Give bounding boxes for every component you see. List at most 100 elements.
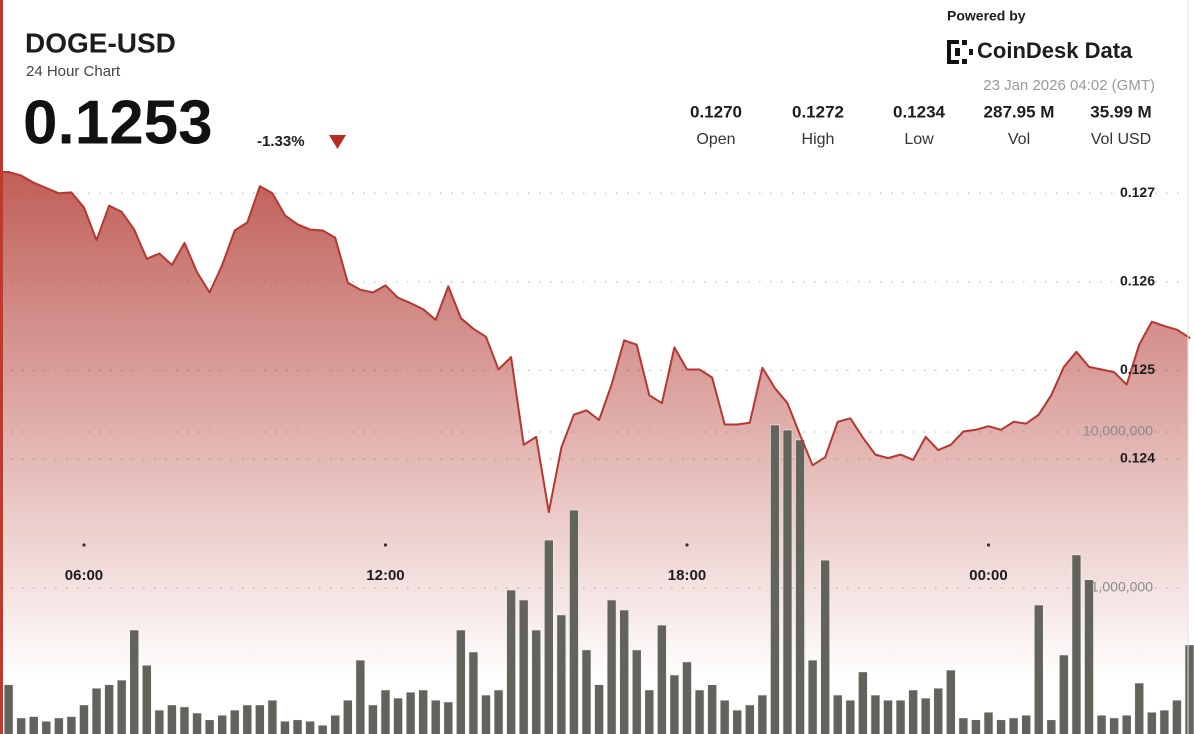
x-tick-label: 06:00 bbox=[65, 567, 103, 584]
volume-bar bbox=[908, 689, 918, 734]
volume-bar bbox=[946, 669, 956, 734]
timestamp: 23 Jan 2026 04:02 (GMT) bbox=[983, 77, 1155, 94]
volume-bar bbox=[1046, 719, 1057, 734]
volume-bar bbox=[292, 719, 303, 734]
volume-bar bbox=[883, 699, 893, 734]
y-tick-label: 0.124 bbox=[1120, 450, 1155, 466]
volume-bar bbox=[368, 704, 378, 734]
volume-bar bbox=[1184, 644, 1194, 734]
price: 0.1253 bbox=[23, 88, 213, 157]
stat-value: 0.1234 bbox=[893, 102, 946, 121]
volume-bar bbox=[267, 699, 278, 734]
volume-bar bbox=[707, 684, 717, 734]
volume-bar bbox=[54, 717, 64, 734]
volume-bar bbox=[217, 714, 227, 734]
volume-bar bbox=[757, 694, 768, 734]
volume-bar bbox=[1059, 654, 1069, 734]
volume-bar bbox=[1021, 714, 1031, 734]
volume-bar bbox=[179, 706, 190, 734]
volume-bar bbox=[669, 674, 680, 734]
volume-bar bbox=[280, 720, 290, 734]
volume-bar bbox=[795, 439, 805, 734]
volume-bar bbox=[556, 614, 567, 734]
volume-bar bbox=[933, 687, 944, 734]
y2-tick-label: 1,000,000 bbox=[1091, 579, 1153, 595]
symbol: DOGE-USD bbox=[25, 27, 176, 58]
volume-bar bbox=[581, 649, 592, 734]
volume-bar bbox=[958, 717, 969, 734]
volume-bar bbox=[204, 719, 215, 734]
volume-bar bbox=[1008, 717, 1019, 734]
volume-bar bbox=[971, 719, 981, 734]
volume-bar bbox=[1033, 604, 1044, 734]
volume-bar bbox=[430, 699, 441, 734]
volume-bar bbox=[1096, 714, 1107, 734]
volume-bar bbox=[594, 684, 604, 734]
volume-bar bbox=[1109, 717, 1119, 734]
volume-bar bbox=[745, 704, 755, 734]
volume-bar bbox=[456, 629, 466, 734]
volume-bar bbox=[820, 559, 830, 734]
volume-bar bbox=[418, 689, 428, 734]
volume-bar bbox=[79, 704, 89, 734]
volume-bar bbox=[506, 589, 516, 734]
volume-bar bbox=[732, 709, 743, 734]
volume-bar bbox=[443, 701, 454, 734]
volume-bar bbox=[644, 689, 655, 734]
volume-bar bbox=[330, 714, 341, 734]
volume-bar bbox=[154, 709, 165, 734]
brand-logo bbox=[947, 40, 973, 64]
volume-bar bbox=[996, 719, 1006, 734]
volume-bar bbox=[16, 717, 26, 734]
stat-label: High bbox=[802, 131, 835, 148]
volume-bar bbox=[342, 699, 353, 734]
volume-bar bbox=[832, 694, 843, 734]
volume-bar bbox=[129, 629, 140, 734]
volume-bar bbox=[91, 687, 102, 734]
stat-label: Vol bbox=[1008, 131, 1030, 148]
stat-label: Open bbox=[696, 131, 735, 148]
volume-bar bbox=[481, 694, 491, 734]
x-tick bbox=[383, 543, 388, 547]
volume-bar bbox=[1147, 711, 1157, 734]
volume-bar bbox=[518, 599, 529, 734]
x-tick bbox=[82, 543, 86, 547]
x-tick bbox=[685, 543, 689, 547]
volume-bar bbox=[242, 704, 253, 734]
volume-bar bbox=[28, 716, 39, 734]
volume-bar bbox=[1159, 709, 1170, 734]
plot: 06:00 12:00 18:00 00:00 0.124 0.125 0.126 0.127… bbox=[0, 171, 1194, 734]
volume-bar bbox=[920, 697, 931, 734]
volume-bar bbox=[845, 699, 856, 734]
volume-bar bbox=[255, 704, 265, 734]
volume-bar bbox=[1121, 714, 1132, 734]
volume-bar bbox=[531, 629, 542, 734]
volume-bar bbox=[719, 699, 730, 734]
volume-bar bbox=[192, 712, 202, 734]
stat-value: 0.1270 bbox=[690, 102, 742, 121]
volume-bar bbox=[104, 684, 114, 734]
stat-value: 0.1272 bbox=[792, 102, 844, 121]
volume-bar bbox=[116, 679, 127, 734]
volume-bar bbox=[631, 649, 642, 734]
stat-label: Vol USD bbox=[1091, 131, 1151, 148]
price-area bbox=[0, 172, 1190, 734]
x-tick-label: 12:00 bbox=[366, 567, 404, 584]
x-tick bbox=[986, 543, 991, 547]
x-tick-label: 00:00 bbox=[969, 567, 1007, 584]
volume-bar bbox=[393, 697, 403, 734]
volume-bar bbox=[606, 599, 617, 734]
volume-bar bbox=[1134, 682, 1145, 734]
volume-bar bbox=[619, 609, 629, 734]
brand: CoinDesk Data bbox=[977, 38, 1133, 63]
volume-bar bbox=[770, 424, 780, 734]
volume-bar bbox=[1071, 554, 1082, 734]
change: -1.33% bbox=[257, 133, 305, 150]
volume-bar bbox=[1172, 699, 1182, 734]
x-tick-label: 18:00 bbox=[668, 567, 706, 584]
volume-bar bbox=[41, 720, 52, 734]
subtitle: 24 Hour Chart bbox=[26, 63, 121, 80]
volume-bar bbox=[355, 659, 366, 734]
